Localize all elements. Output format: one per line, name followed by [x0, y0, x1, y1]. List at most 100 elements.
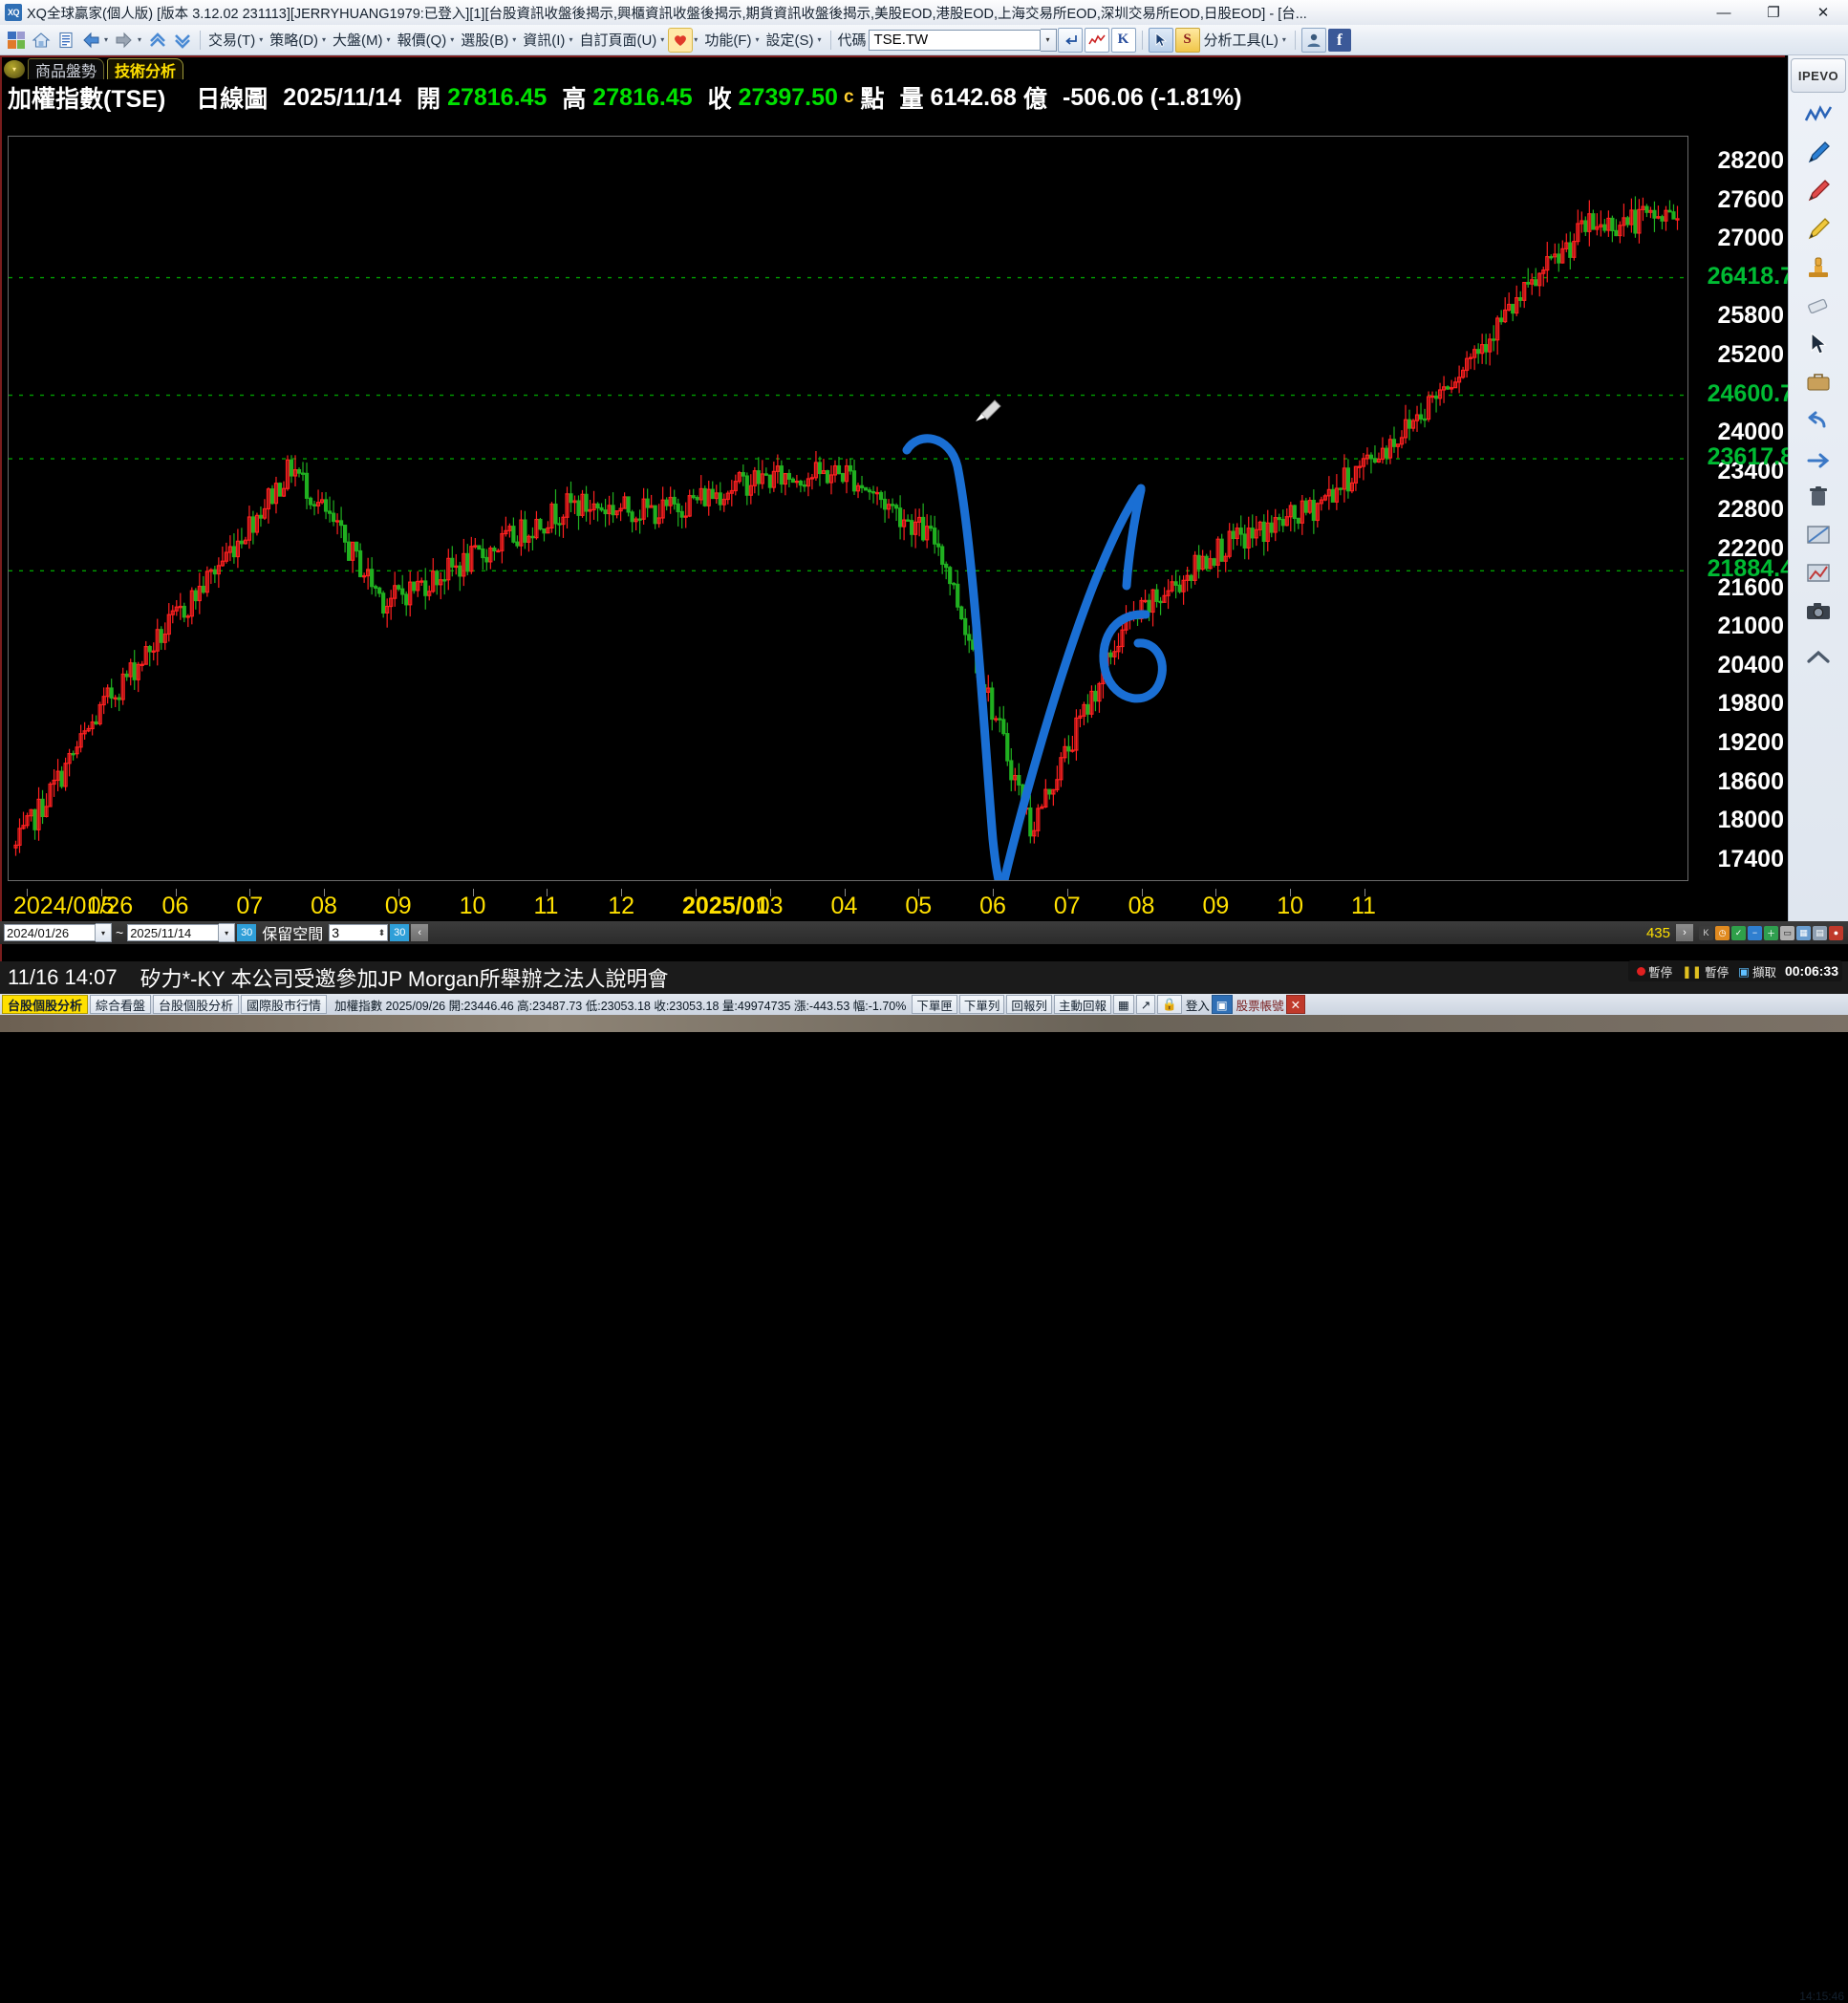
tab-technical-analysis[interactable]: 技術分析 [107, 58, 184, 80]
panel-dropdown-icon[interactable]: ▾ [4, 59, 25, 78]
status-tab-intl-markets[interactable]: 國際股市行情 [241, 995, 328, 1014]
menu-screener-caret[interactable]: ▾ [512, 35, 517, 44]
grid-toggle-icon[interactable]: ▦ [1796, 925, 1811, 940]
grid-icon[interactable] [5, 29, 28, 52]
collapse-up-icon[interactable] [1792, 639, 1845, 676]
k-toggle-icon[interactable]: K [1699, 925, 1713, 940]
trash-icon[interactable] [1792, 479, 1845, 515]
menu-screener[interactable]: 選股(B) [458, 28, 511, 52]
zoom-out-icon[interactable]: − [1748, 925, 1762, 940]
recorder-pause-1[interactable]: 暫停 [1637, 962, 1672, 980]
reserve-space-stepper[interactable]: 3 ⬍ [329, 924, 389, 941]
stepper-arrows-icon[interactable]: ⬍ [377, 927, 386, 937]
person-icon[interactable] [1300, 27, 1326, 53]
record-icon[interactable]: ● [1829, 925, 1843, 940]
minimize-button[interactable]: — [1716, 4, 1731, 21]
layout-icon[interactable]: ▤ [1813, 925, 1827, 940]
back-arrow-icon[interactable] [79, 29, 102, 52]
menu-custom-page-caret[interactable]: ▾ [660, 35, 665, 44]
draw-wave-icon[interactable] [1792, 97, 1845, 133]
maximize-button[interactable]: ❐ [1767, 5, 1780, 21]
tab-commodity-overview[interactable]: 商品盤勢 [28, 58, 105, 80]
down-chevron-icon[interactable] [171, 29, 194, 52]
quote-high-value: 27816.45 [592, 83, 693, 111]
menu-strategy[interactable]: 策略(D) [267, 28, 321, 52]
menu-function[interactable]: 功能(F) [701, 28, 754, 52]
menu-market[interactable]: 大盤(M) [330, 28, 386, 52]
recorder-capture[interactable]: ▣ 擷取 [1738, 962, 1776, 980]
menu-info[interactable]: 資訊(I) [520, 28, 568, 52]
menu-trade-caret[interactable]: ▾ [259, 35, 264, 44]
check-icon[interactable]: ✓ [1731, 925, 1746, 940]
screen2-icon[interactable] [1792, 555, 1845, 592]
back-dropdown-caret[interactable]: ▾ [104, 35, 109, 44]
highlighter-icon[interactable] [1792, 211, 1845, 248]
k-line-icon[interactable]: K [1110, 27, 1136, 53]
menu-strategy-caret[interactable]: ▾ [322, 35, 327, 44]
price-chart-canvas[interactable] [8, 136, 1688, 881]
up-chevron-icon[interactable] [146, 29, 169, 52]
close-button[interactable]: ✕ [1816, 5, 1830, 21]
menu-settings-caret[interactable]: ▾ [817, 35, 822, 44]
stamp-icon[interactable] [1792, 249, 1845, 286]
pen-icon[interactable] [1792, 135, 1845, 171]
menu-settings[interactable]: 設定(S) [763, 28, 816, 52]
active-report-button[interactable]: 主動回報 [1053, 995, 1111, 1014]
briefcase-icon[interactable] [1792, 364, 1845, 400]
camera-icon[interactable] [1792, 593, 1845, 630]
menu-function-caret[interactable]: ▾ [755, 35, 760, 44]
external-icon[interactable]: ↗ [1135, 995, 1156, 1014]
lock-icon[interactable]: 🔒 [1157, 995, 1182, 1014]
fit-icon[interactable]: ▭ [1780, 925, 1794, 940]
order-list-button[interactable]: 下單列 [958, 995, 1005, 1014]
symbol-dropdown-caret[interactable]: ▾ [1040, 28, 1057, 52]
pointer-icon[interactable] [1148, 27, 1173, 53]
status-tab-overview[interactable]: 綜合看盤 [90, 995, 152, 1014]
chart-icon[interactable] [1084, 27, 1109, 53]
clock-icon[interactable]: ◷ [1715, 925, 1730, 940]
reserve-badge-30[interactable]: 30 [390, 924, 410, 941]
order-box-button[interactable]: 下單匣 [912, 995, 957, 1014]
range-to-dropdown-icon[interactable]: ▾ [219, 923, 236, 942]
range-badge-30[interactable]: 30 [237, 924, 257, 941]
heart-icon[interactable] [668, 27, 694, 53]
menu-custom-page[interactable]: 自訂頁面(U) [576, 28, 659, 52]
menu-quote-caret[interactable]: ▾ [450, 35, 455, 44]
status-tab-tw-stock-analysis-2[interactable]: 台股個股分析 [153, 995, 240, 1014]
menu-trade[interactable]: 交易(T) [205, 28, 258, 52]
account-icon[interactable]: ▣ [1211, 995, 1233, 1014]
disconnect-icon[interactable]: ✕ [1285, 995, 1306, 1014]
status-tab-tw-stock-analysis[interactable]: 台股個股分析 [2, 995, 89, 1014]
redo-icon[interactable] [1792, 441, 1845, 477]
report-list-button[interactable]: 回報列 [1006, 995, 1052, 1014]
login-label[interactable]: 登入 [1185, 999, 1210, 1013]
range-from-input[interactable]: 2024/01/26 [4, 924, 96, 941]
news-headline[interactable]: 矽力*-KY 本公司受邀參加JP Morgan所舉辦之法人說明會 [140, 967, 669, 991]
dollar-icon[interactable]: S [1174, 27, 1200, 53]
menu-info-caret[interactable]: ▾ [569, 35, 573, 44]
home-icon[interactable] [30, 29, 53, 52]
enter-icon[interactable] [1057, 27, 1083, 53]
scroll-back-button[interactable]: ‹ [411, 924, 429, 941]
symbol-input[interactable]: TSE.TW [868, 29, 1041, 51]
menu-analysis-tools[interactable]: 分析工具(L) [1201, 28, 1281, 52]
calendar-icon[interactable]: ▦ [1112, 995, 1134, 1014]
page-icon[interactable] [54, 29, 77, 52]
range-to-input[interactable]: 2025/11/14 [127, 924, 220, 941]
zoom-in-icon[interactable]: ＋ [1764, 925, 1778, 940]
menu-quote[interactable]: 報價(Q) [395, 28, 450, 52]
recorder-pause-2[interactable]: ❚❚ 暫停 [1682, 962, 1729, 980]
menu-market-caret[interactable]: ▾ [386, 35, 391, 44]
marker-icon[interactable] [1792, 173, 1845, 209]
heart-caret[interactable]: ▾ [694, 35, 698, 44]
screen1-icon[interactable] [1792, 517, 1845, 553]
range-from-dropdown-icon[interactable]: ▾ [96, 923, 112, 942]
undo-icon[interactable] [1792, 402, 1845, 439]
eraser-icon[interactable] [1792, 288, 1845, 324]
forward-dropdown-caret[interactable]: ▾ [138, 35, 142, 44]
facebook-icon[interactable]: f [1327, 28, 1351, 52]
cursor-icon[interactable] [1792, 326, 1845, 362]
forward-arrow-icon[interactable] [113, 29, 136, 52]
scroll-forward-button[interactable]: › [1676, 924, 1693, 941]
menu-analysis-tools-caret[interactable]: ▾ [1281, 35, 1286, 44]
